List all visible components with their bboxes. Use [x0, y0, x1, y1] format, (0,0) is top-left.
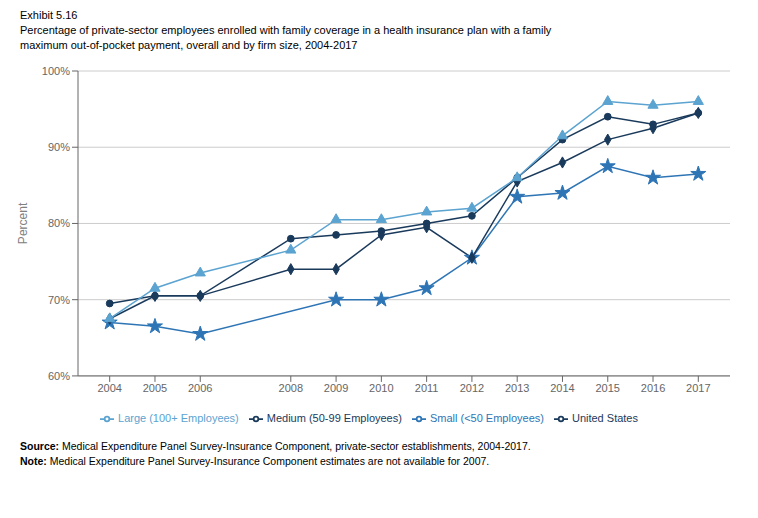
svg-text:2017: 2017	[686, 382, 710, 394]
svg-text:Percent: Percent	[16, 202, 30, 244]
svg-text:70%: 70%	[48, 294, 70, 306]
svg-text:2015: 2015	[596, 382, 620, 394]
html-text:Medium (50-99 Employees): Medium (50-99 Employees)	[266, 411, 402, 424]
html-text:Large (100+ Employees): Large (100+ Employees)	[118, 411, 239, 424]
svg-text:2009: 2009	[324, 382, 348, 394]
svg-text:2011: 2011	[415, 382, 439, 394]
svg-text:2005: 2005	[143, 382, 167, 394]
html-text:Small (<50 Employees): Small (<50 Employees)	[429, 411, 544, 424]
svg-text:90%: 90%	[48, 141, 70, 153]
html-text:Percentage of private-sector e: Percentage of private-sector employees e…	[20, 24, 552, 36]
html-text:Note: Medical Expenditure Pane: Note: Medical Expenditure Panel Survey-I…	[20, 455, 490, 467]
svg-text:2006: 2006	[188, 382, 212, 394]
svg-text:2004: 2004	[97, 382, 121, 394]
svg-text:2012: 2012	[460, 382, 484, 394]
html-text:Source: Medical Expenditure Pa: Source: Medical Expenditure Panel Survey…	[20, 440, 531, 452]
svg-text:100%: 100%	[42, 65, 70, 77]
html-text:maximum out-of-pocket payment,: maximum out-of-pocket payment, overall a…	[20, 39, 358, 51]
svg-text:2010: 2010	[369, 382, 393, 394]
svg-text:2016: 2016	[641, 382, 665, 394]
html-text:United States: United States	[571, 411, 638, 424]
svg-text:60%: 60%	[48, 370, 70, 382]
svg-text:2014: 2014	[550, 382, 574, 394]
svg-text:2013: 2013	[505, 382, 529, 394]
svg-text:2008: 2008	[279, 382, 303, 394]
html-text:Exhibit 5.16: Exhibit 5.16	[20, 9, 78, 21]
svg-text:80%: 80%	[48, 217, 70, 229]
